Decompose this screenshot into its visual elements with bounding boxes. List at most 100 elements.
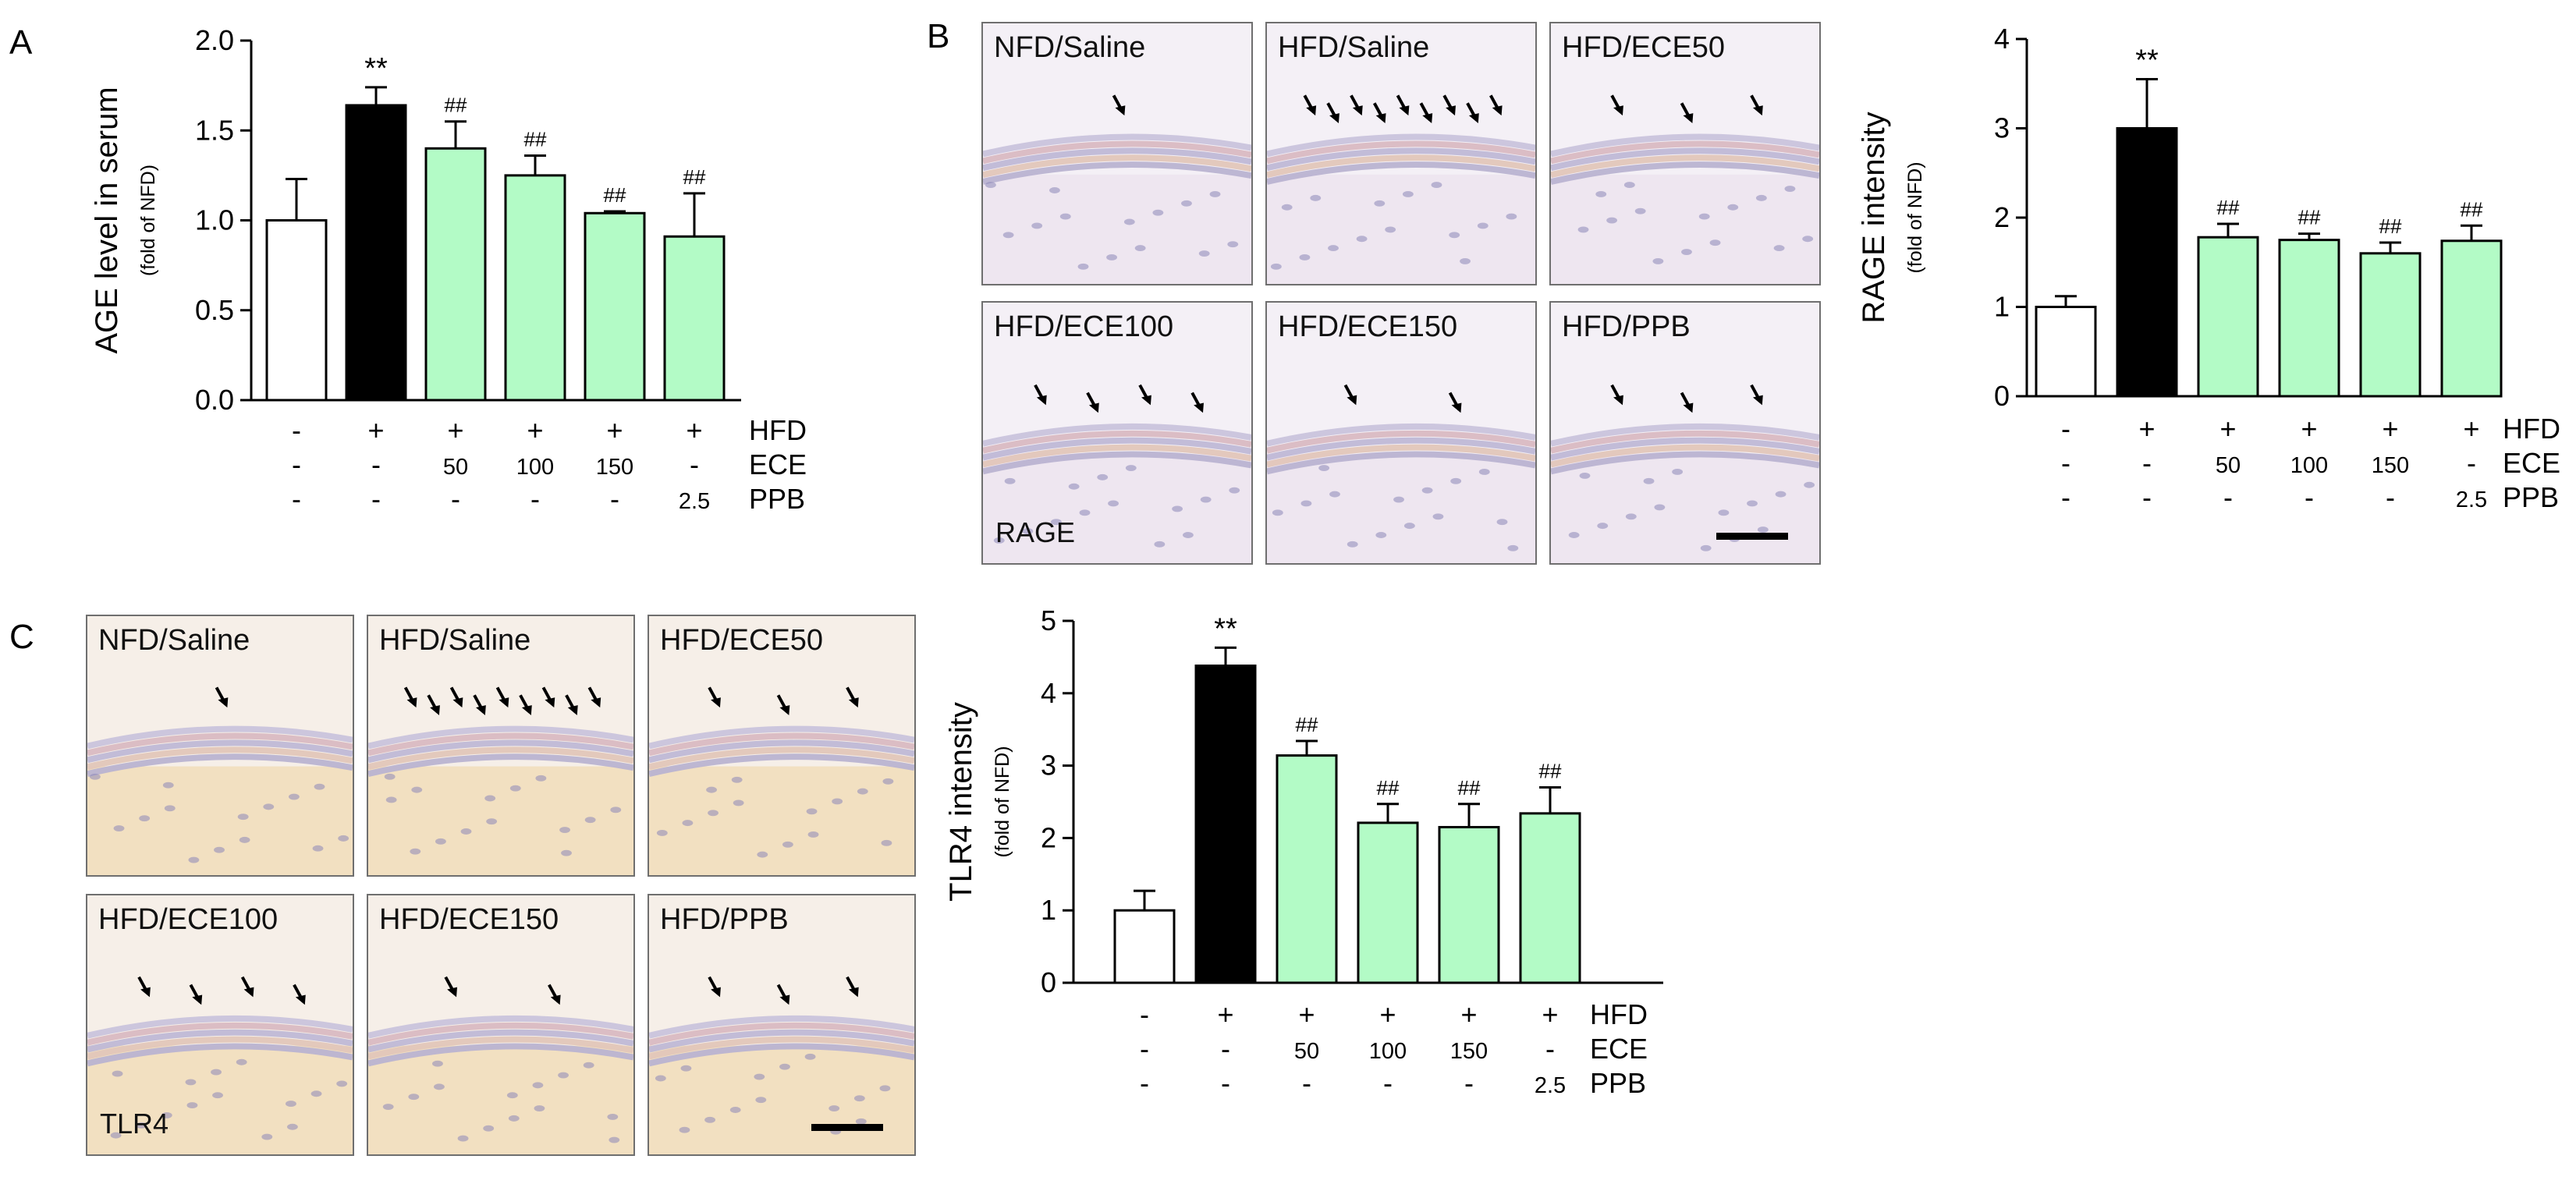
- treatment-cell: -: [1221, 1067, 1230, 1099]
- vessel-wall-band: [368, 1029, 633, 1053]
- rage-intensity-bar-chart: 0 1 2 3 4 RAGE intensity (fold of NFD) ** ## ## ##…: [1857, 23, 2560, 513]
- y-tick-label: 4: [1041, 677, 1056, 709]
- treatment-cell: 150: [596, 455, 633, 480]
- micrograph-hfd-saline: HFD/Saline: [367, 615, 635, 877]
- vessel-wall-band: [983, 161, 1251, 185]
- treatment-cell: -: [1221, 1033, 1230, 1065]
- bar-hfd-ece100: [504, 174, 566, 402]
- vessel-wall-band: [983, 437, 1251, 461]
- vessel-wall-band: [1267, 161, 1535, 185]
- treatment-cell: 150: [2372, 453, 2409, 478]
- vessel-wall-band: [1267, 430, 1535, 454]
- treatment-cell: +: [2219, 413, 2236, 445]
- vessel-wall-band: [368, 746, 633, 771]
- vessel-wall-band: [1551, 451, 1819, 475]
- stain-arrow: [495, 686, 509, 708]
- micrograph-group-label: HFD/PPB: [1562, 310, 1691, 343]
- treatment-cell: -: [2061, 413, 2070, 445]
- treatment-cell: -: [292, 448, 301, 480]
- micrograph-group-label: NFD/Saline: [98, 624, 250, 657]
- vessel-wall-band: [87, 1036, 353, 1060]
- vessel-wall-band: [87, 732, 353, 757]
- micrograph-group-label: NFD/Saline: [994, 31, 1146, 64]
- stain-arrow: [1442, 94, 1456, 116]
- treatment-cell: -: [530, 483, 540, 515]
- treatment-cell: +: [447, 414, 463, 446]
- y-axis-title: TLR4 intensity: [944, 702, 978, 902]
- treatment-cell: -: [1140, 1033, 1149, 1065]
- stain-arrow: [548, 984, 561, 1005]
- stain-arrow: [1086, 392, 1099, 413]
- bar-hfd-ece150: [1438, 825, 1500, 984]
- micrograph-hfd-ppb: HFD/PPB: [648, 894, 916, 1156]
- stain-arrow: [1343, 384, 1357, 406]
- significance-label: ##: [2217, 196, 2240, 219]
- bar-hfd-ece100: [2278, 239, 2340, 398]
- stain-arrow: [1750, 384, 1763, 406]
- vessel-wall-band: [983, 451, 1251, 475]
- significance-label: ##: [683, 165, 706, 189]
- bar-hfd-ece50: [1276, 754, 1338, 984]
- vessel-wall-band: [983, 444, 1251, 468]
- micrograph-group-label: HFD/Saline: [1278, 31, 1430, 64]
- significance-label: ##: [1539, 759, 1562, 782]
- micrograph-group-label: HFD/Saline: [379, 624, 531, 657]
- treatment-cell: +: [1217, 998, 1233, 1030]
- vessel-wall-band: [1267, 437, 1535, 461]
- vessel-wall-band: [649, 1043, 914, 1067]
- tissue-section: [649, 616, 914, 875]
- treatment-cell: -: [2223, 481, 2233, 513]
- panel-label-b: B: [927, 17, 950, 55]
- vessel-wall-band: [649, 753, 914, 777]
- treatment-row-label: HFD: [2503, 413, 2560, 445]
- vessel-wall-band: [649, 1015, 914, 1039]
- treatment-cell: -: [1464, 1067, 1474, 1099]
- y-axis-subtitle: (fold of NFD): [1904, 161, 1926, 273]
- micrograph-group-label: HFD/ECE100: [98, 903, 279, 936]
- vessel-wall-band: [983, 430, 1251, 454]
- treatment-cell: -: [1302, 1067, 1311, 1099]
- treatment-row-label: HFD: [1590, 998, 1648, 1030]
- stain-arrow: [1372, 102, 1386, 123]
- treatment-cell: -: [2386, 481, 2395, 513]
- significance-label: ##: [1458, 776, 1481, 799]
- vessel-wall-band: [87, 1029, 353, 1053]
- treatment-cell: +: [527, 414, 543, 446]
- treatment-cell: 2.5: [2456, 487, 2487, 512]
- bar-hfd-ece150: [584, 211, 646, 402]
- vessel-wall-band: [1551, 161, 1819, 185]
- treatment-cell: +: [606, 414, 623, 446]
- panel-label-a: A: [9, 23, 33, 62]
- treatment-cell: -: [2305, 481, 2314, 513]
- treatment-cell: -: [2061, 481, 2070, 513]
- scale-bar: [1716, 533, 1788, 540]
- y-tick-label: 1: [1994, 291, 2010, 323]
- bar-hfd-saline: [1194, 665, 1257, 984]
- scale-bar: [811, 1124, 883, 1131]
- treatment-row-label: ECE: [1590, 1033, 1648, 1065]
- treatment-cell: -: [1140, 1067, 1149, 1099]
- vessel-wall-band: [649, 1036, 914, 1060]
- vessel-wall-band: [649, 725, 914, 750]
- micrograph-nfd-saline: NFD/Saline: [981, 22, 1253, 285]
- stain-arrow: [541, 686, 555, 708]
- vessel-wall-band: [368, 1036, 633, 1060]
- vessel-wall-band: [1551, 147, 1819, 172]
- y-tick-label: 0: [1994, 380, 2010, 412]
- vessel-wall-band: [1267, 133, 1535, 158]
- treatment-cell: -: [2142, 447, 2152, 479]
- micrograph-hfd-ppb: HFD/PPB: [1549, 301, 1821, 565]
- significance-label: ##: [2379, 214, 2402, 238]
- vessel-wall-band: [87, 1015, 353, 1039]
- bar-hfd-ece150: [2359, 252, 2422, 398]
- stain-arrow: [1489, 94, 1503, 116]
- micrograph-nfd-saline: NFD/Saline: [86, 615, 354, 877]
- treatment-cell: 100: [2290, 453, 2328, 478]
- vessel-wall-band: [87, 1043, 353, 1067]
- stain-arrow: [189, 984, 203, 1005]
- bar-hfd-ece50: [424, 147, 487, 402]
- stain-arrow: [708, 976, 721, 998]
- vessel-wall-band: [649, 739, 914, 764]
- y-axis-title: RAGE intensity: [1857, 112, 1891, 323]
- stain-arrow: [1448, 392, 1462, 413]
